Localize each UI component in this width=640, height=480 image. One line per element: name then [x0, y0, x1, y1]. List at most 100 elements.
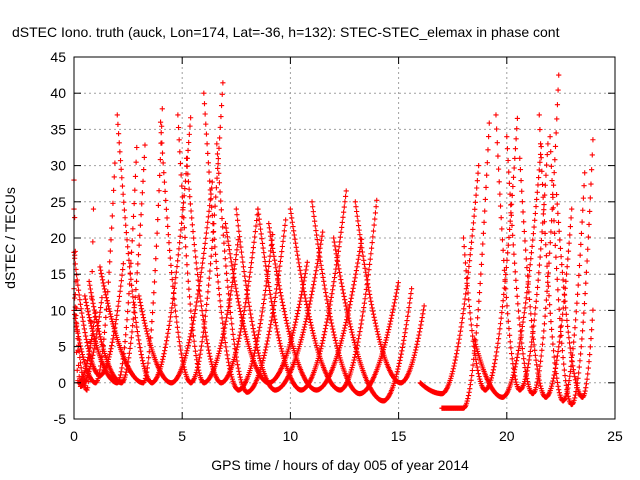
data-point [149, 318, 155, 325]
data-point [355, 260, 361, 266]
data-point [204, 301, 210, 308]
data-point [587, 195, 593, 201]
data-point [473, 344, 479, 350]
data-point [293, 244, 299, 250]
data-point [139, 201, 145, 207]
data-point [476, 298, 482, 304]
data-point [83, 299, 89, 306]
data-point [256, 328, 262, 334]
data-point [200, 255, 206, 261]
data-point [397, 357, 403, 364]
data-point [469, 233, 475, 239]
data-point [135, 261, 141, 267]
data-point [119, 175, 125, 181]
data-point [222, 339, 228, 346]
data-point [567, 368, 574, 375]
data-point [526, 296, 533, 303]
data-point [183, 244, 189, 250]
data-point [578, 230, 585, 237]
data-point [159, 359, 165, 365]
data-point [122, 372, 129, 378]
data-point [586, 359, 592, 365]
data-point [128, 260, 134, 266]
data-point [527, 348, 533, 355]
data-point [450, 368, 456, 374]
data-point [115, 121, 121, 127]
data-point [587, 351, 593, 358]
data-point [139, 190, 145, 196]
data-point [482, 196, 488, 203]
data-point [148, 327, 154, 333]
data-point [343, 303, 349, 309]
data-point [109, 225, 115, 231]
data-point [507, 218, 513, 224]
data-point [297, 339, 304, 345]
data-point [505, 311, 511, 317]
data-point [296, 264, 303, 270]
data-point [72, 295, 78, 301]
data-point [203, 121, 209, 127]
data-point [492, 360, 498, 366]
data-point [314, 237, 320, 243]
data-point [140, 178, 146, 184]
data-point [87, 282, 93, 288]
data-point [473, 360, 480, 366]
data-point [560, 277, 566, 283]
data-point [525, 281, 531, 287]
data-point [90, 206, 97, 212]
data-point [356, 227, 362, 233]
data-point [497, 191, 503, 197]
data-point [508, 345, 514, 351]
data-point [310, 204, 316, 210]
data-point [142, 142, 148, 148]
data-point [574, 291, 581, 297]
data-point [545, 270, 551, 276]
data-point [309, 327, 316, 334]
data-point [167, 318, 173, 324]
data-point [224, 352, 230, 358]
data-point [271, 313, 277, 319]
data-point [342, 297, 348, 303]
y-tick-label: -5 [54, 411, 67, 427]
data-point [136, 296, 143, 302]
data-point [550, 341, 556, 347]
data-point [454, 347, 460, 353]
data-point [146, 355, 152, 361]
data-point [281, 228, 287, 234]
data-point [563, 271, 570, 277]
data-point [502, 277, 508, 283]
data-point [230, 270, 236, 277]
data-point [298, 295, 304, 301]
data-point [183, 353, 189, 359]
data-point [303, 319, 309, 325]
data-point [128, 340, 134, 346]
data-point [126, 350, 132, 356]
data-point [489, 372, 495, 379]
data-point [110, 200, 116, 206]
data-point [81, 322, 87, 328]
data-point [532, 352, 538, 358]
data-point [571, 397, 577, 403]
data-point [550, 205, 556, 211]
data-point [362, 265, 368, 271]
data-point [85, 343, 91, 349]
data-point [204, 225, 210, 231]
data-point [559, 262, 565, 268]
data-point [499, 304, 506, 310]
data-point [587, 208, 593, 215]
data-point [342, 300, 348, 306]
data-point [572, 325, 578, 331]
data-point [585, 234, 591, 240]
data-point [234, 247, 240, 253]
data-point [494, 345, 500, 351]
data-points [71, 72, 596, 411]
data-point [118, 278, 124, 284]
data-point [218, 113, 224, 120]
data-point [521, 310, 527, 316]
data-point [81, 326, 87, 332]
data-point [304, 301, 310, 308]
data-point [468, 322, 474, 328]
data-point [526, 357, 532, 363]
data-point [99, 295, 105, 301]
x-tick-label: 10 [283, 428, 299, 444]
